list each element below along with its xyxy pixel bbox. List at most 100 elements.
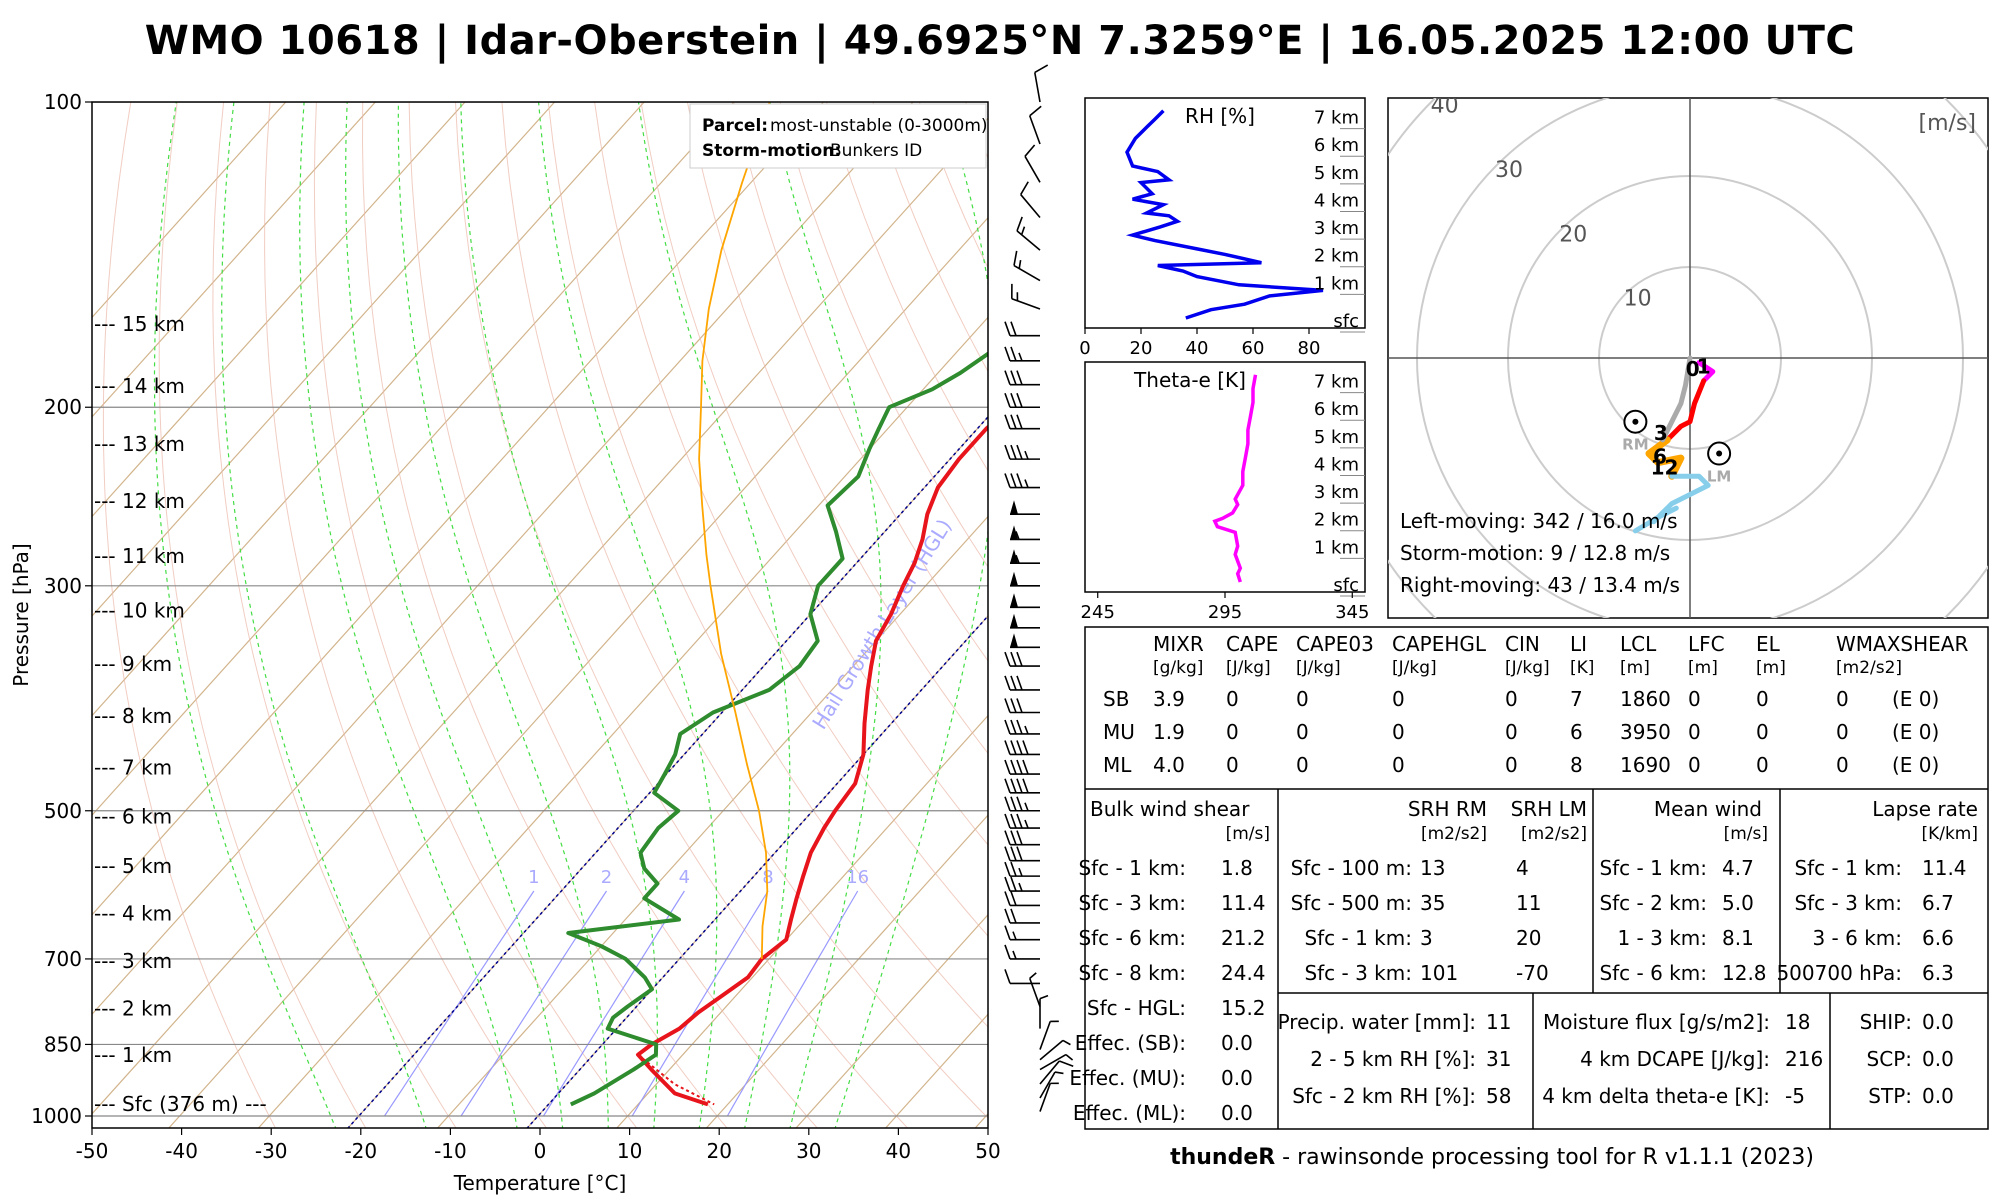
- hodo-ring-label: 20: [1559, 222, 1587, 247]
- wind-barb: [1010, 633, 1040, 649]
- wind-barb: [1004, 796, 1040, 812]
- shear-value: 24.4: [1221, 961, 1266, 985]
- srh-lm-value: 11: [1516, 891, 1541, 915]
- wind-barb: [1004, 908, 1040, 924]
- lapse-rate-value: 11.4: [1922, 856, 1967, 880]
- barb-full: [1004, 651, 1011, 667]
- shear-label: Sfc - HGL:: [1087, 996, 1186, 1020]
- panel-height-label: 6 km: [1314, 399, 1359, 420]
- barb-full: [1029, 105, 1042, 117]
- wind-barb: [1004, 759, 1040, 775]
- table-header: LI: [1570, 632, 1587, 656]
- hgl-label: Hail Growth Layer (HGL): [807, 515, 956, 734]
- barb-staff: [1039, 1053, 1067, 1071]
- isotherm-line: [92, 102, 376, 418]
- barb-full: [1034, 64, 1049, 74]
- hodo-segment: [1645, 436, 1685, 480]
- lapse-rate-value: 6.7: [1922, 891, 1954, 915]
- hodo-level-label: 3: [1654, 421, 1668, 445]
- footer-brand: thundeR: [1170, 1145, 1276, 1170]
- table-cell: 0: [1756, 720, 1769, 744]
- barb-staff: [1020, 194, 1041, 219]
- barb-staff: [1024, 155, 1041, 183]
- shear-label: Sfc - 1 km:: [1078, 856, 1186, 880]
- wind-barbs: [1004, 64, 1074, 1112]
- barb-half: [1015, 554, 1020, 564]
- table-frame: [1084, 626, 1989, 1130]
- lapse-rate-label: Sfc - 3 km:: [1794, 891, 1902, 915]
- wind-barb: [1004, 778, 1040, 794]
- flux-label: Moisture flux [g/s/m2]:: [1543, 1010, 1770, 1034]
- shear-value: 0.0: [1221, 1101, 1253, 1125]
- shear-title: Bulk wind shear: [1090, 797, 1250, 821]
- lapse-rate-value: 6.6: [1922, 926, 1954, 950]
- barb-full: [1016, 370, 1023, 385]
- barb-full: [1010, 370, 1017, 385]
- lapse-rate-label: 500700 hPa:: [1776, 961, 1902, 985]
- barb-half: [1018, 259, 1022, 269]
- moisture-label: Precip. water [mm]:: [1278, 1010, 1476, 1034]
- table-cell: 0: [1836, 687, 1849, 711]
- table-cell: 0: [1392, 720, 1405, 744]
- hodo-level-label: 12: [1651, 455, 1679, 479]
- wind-barb: [1039, 1082, 1059, 1112]
- series-parcel-line: [698, 102, 771, 959]
- panel-x-tick-label: 245: [1081, 602, 1115, 623]
- barb-full: [1010, 414, 1017, 429]
- x-tick-label: 10: [617, 1139, 642, 1163]
- barb-full: [1004, 796, 1011, 812]
- panel-height-label: 3 km: [1314, 218, 1359, 239]
- barb-full: [1016, 846, 1023, 861]
- wind-barb: [1004, 861, 1040, 877]
- hodo-marker-dot: [1632, 418, 1639, 425]
- barb-full: [1004, 944, 1011, 960]
- isotherm-line: [92, 102, 645, 717]
- wind-barb: [1039, 1039, 1071, 1061]
- barb-full: [1010, 846, 1017, 861]
- flux-value: 216: [1785, 1047, 1823, 1071]
- dry-adiabat-line: [733, 102, 988, 662]
- table-cell: 3950: [1620, 720, 1671, 744]
- moisture-value: 11: [1486, 1010, 1511, 1034]
- dry-adiabat-line: [594, 102, 988, 937]
- mean-wind-label: 1 - 3 km:: [1617, 926, 1707, 950]
- barb-half: [1024, 725, 1029, 735]
- dry-adiabat-line: [264, 102, 548, 1128]
- wind-barb: [1004, 392, 1040, 409]
- x-tick-label: -30: [255, 1139, 288, 1163]
- isotherm-line: [705, 814, 988, 1128]
- barb-full: [1010, 908, 1017, 924]
- barb-flag: [1010, 593, 1018, 608]
- panel-height-label: 7 km: [1314, 108, 1359, 129]
- legend-box: [689, 103, 987, 169]
- barb-half: [1018, 352, 1023, 362]
- hodo-ring-label: 30: [1495, 158, 1523, 183]
- page-title: WMO 10618 | Idar-Oberstein | 49.6925°N 7…: [144, 18, 1856, 64]
- wind-barb: [1004, 969, 1040, 985]
- dry-adiabat-line: [455, 102, 909, 1128]
- composite-value: 0.0: [1922, 1047, 1954, 1071]
- shear-label: Effec. (SB):: [1075, 1031, 1186, 1055]
- barb-full: [1010, 392, 1017, 408]
- table-cell: 1.9: [1153, 720, 1185, 744]
- shear-label: Sfc - 3 km:: [1078, 891, 1186, 915]
- dry-adiabat-line: [102, 102, 277, 1128]
- footer-text: - rawinsonde processing tool for R v1.1.…: [1275, 1145, 1814, 1170]
- flux-value: -5: [1785, 1084, 1805, 1108]
- barb-full: [1010, 651, 1017, 667]
- wind-barb: [1020, 181, 1041, 219]
- shear-label: Effec. (ML):: [1073, 1101, 1186, 1125]
- table-cell: 0: [1505, 687, 1518, 711]
- wind-barb: [1004, 675, 1040, 691]
- moist-adiabat-line: [834, 102, 988, 1128]
- barb-full: [1016, 444, 1023, 460]
- barb-half: [1029, 972, 1037, 980]
- flux-label: 4 km delta theta-e [K]:: [1542, 1084, 1770, 1108]
- barb-half: [1024, 819, 1029, 829]
- height-label: --- 11 km: [94, 544, 185, 568]
- dry-adiabat-line: [686, 102, 988, 755]
- y-tick-label: 300: [44, 574, 82, 598]
- barb-full: [1004, 813, 1011, 829]
- shear-label: Effec. (MU):: [1069, 1066, 1186, 1090]
